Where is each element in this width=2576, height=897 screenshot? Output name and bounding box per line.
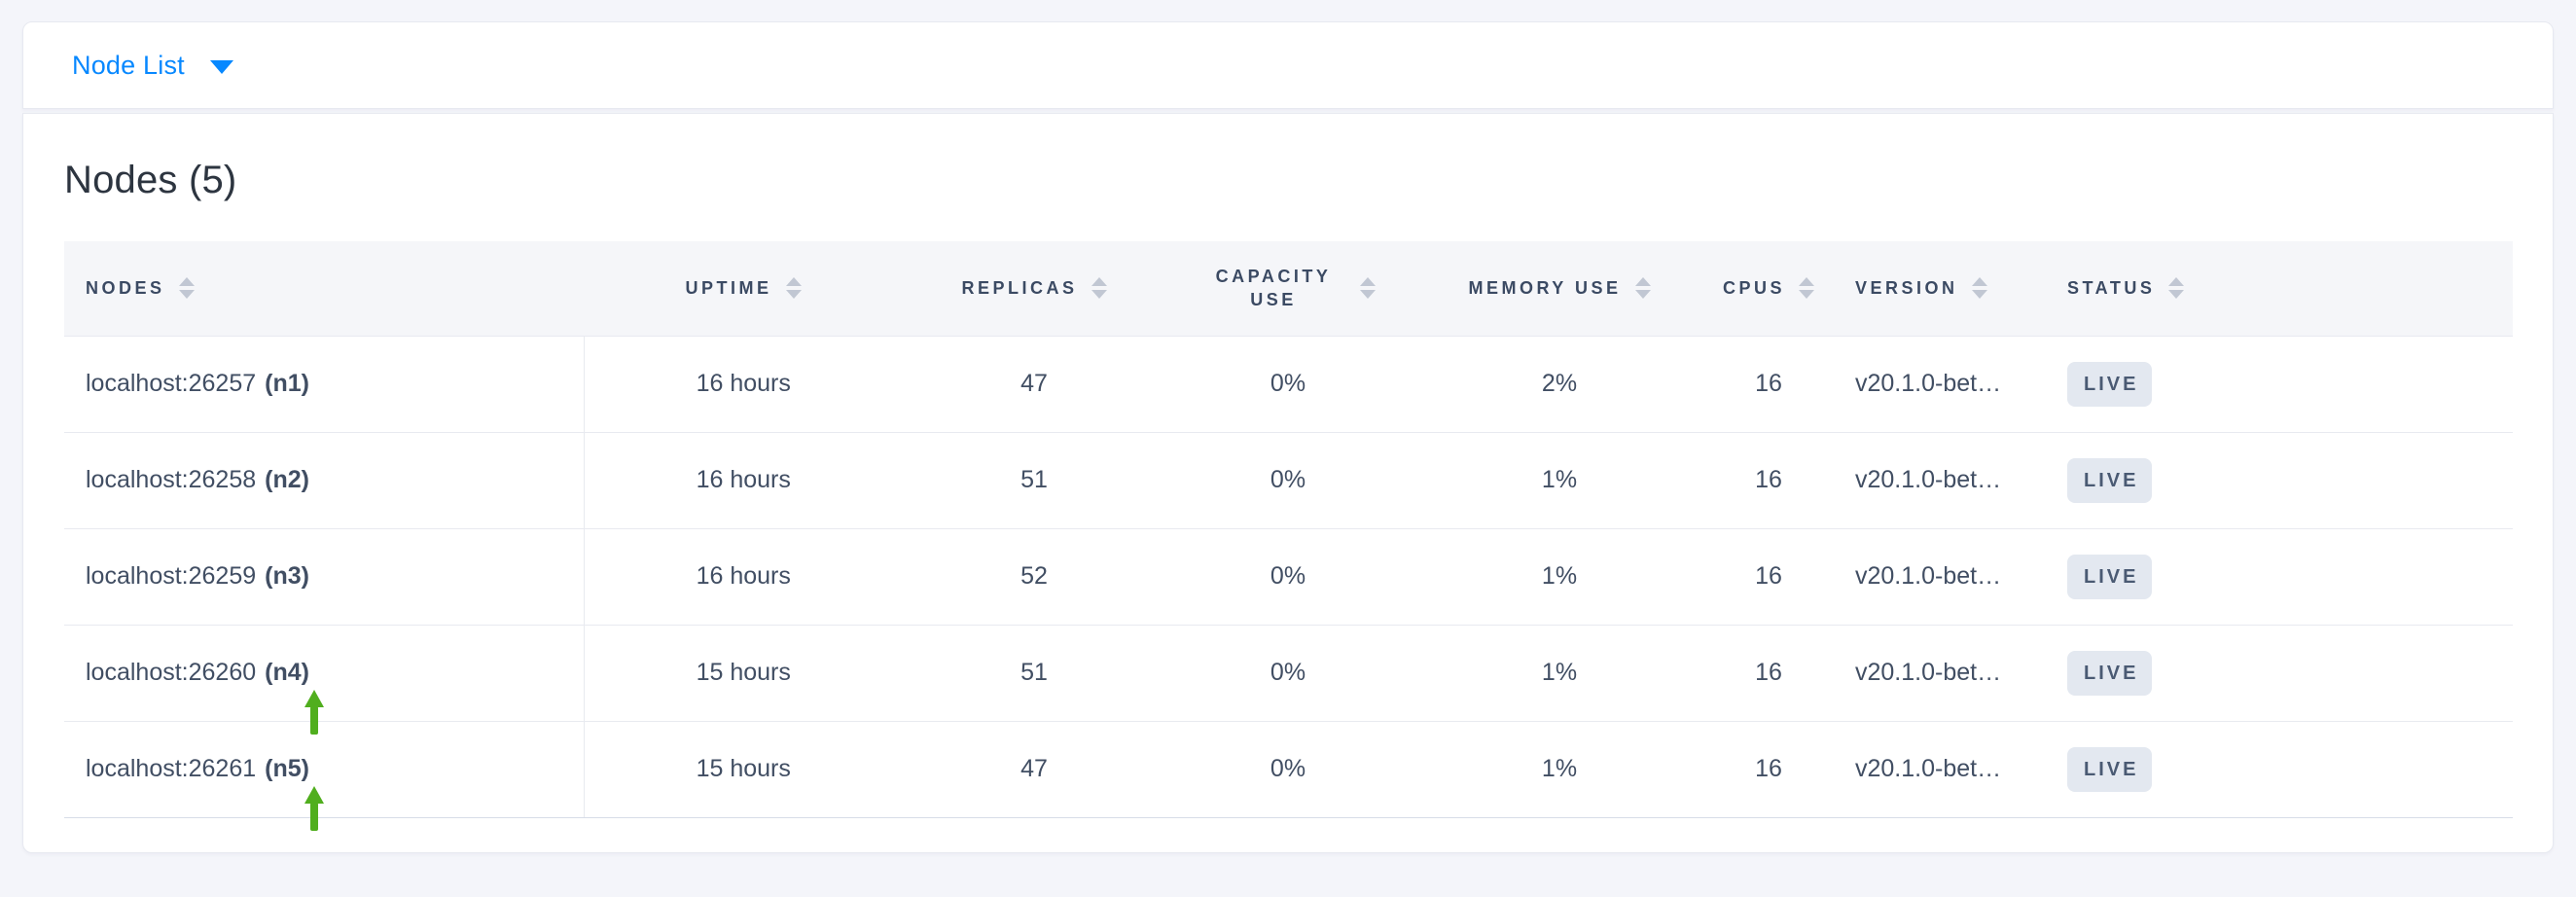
capacity-use-cell: 0% (1165, 720, 1411, 818)
page-title: Nodes (5) (64, 159, 237, 201)
node-id: (n3) (265, 562, 309, 590)
capacity-use-cell: 0% (1165, 624, 1411, 721)
table-row[interactable]: localhost:26260 (n4) 15 hours 51 0% 1% 1… (64, 624, 2513, 735)
view-dropdown-label: Node List (72, 50, 185, 80)
memory-use-cell: 1% (1411, 527, 1708, 625)
version-cell: v20.1.0-bet… (1829, 624, 2046, 721)
capacity-use-cell: 0% (1165, 527, 1411, 625)
sort-icon (1360, 277, 1376, 300)
column-header-version[interactable]: VERSION (1829, 241, 2046, 336)
node-id: (n2) (265, 466, 309, 493)
capacity-use-cell: 0% (1165, 431, 1411, 528)
cpus-cell: 16 (1708, 335, 1829, 432)
view-dropdown[interactable]: Node List (72, 51, 233, 81)
node-id: (n4) (265, 659, 309, 686)
green-up-arrow-icon (304, 689, 324, 735)
column-header-uptime[interactable]: UPTIME (584, 241, 903, 336)
caret-down-icon (209, 59, 233, 74)
cpus-cell: 16 (1708, 527, 1829, 625)
sort-icon (1634, 277, 1651, 300)
cpus-cell: 16 (1708, 624, 1829, 721)
nodes-table: NODES UPTIME REPLICAS CAPACITY USE MEMOR… (64, 241, 2513, 831)
replicas-cell: 51 (903, 431, 1165, 528)
uptime-cell: 15 hours (584, 624, 903, 721)
table-header-row: NODES UPTIME REPLICAS CAPACITY USE MEMOR… (64, 241, 2513, 336)
node-address: localhost:26260 (86, 659, 257, 686)
cpus-cell: 16 (1708, 431, 1829, 528)
view-selector-bar: Node List (22, 21, 2554, 109)
replicas-cell: 47 (903, 720, 1165, 818)
status-badge: LIVE (2067, 650, 2153, 696)
version-cell: v20.1.0-bet… (1829, 335, 2046, 432)
node-address: localhost:26257 (86, 370, 257, 397)
uptime-cell: 16 hours (584, 335, 903, 432)
column-header-status[interactable]: STATUS (2046, 241, 2513, 336)
status-badge: LIVE (2067, 746, 2153, 792)
green-up-arrow-icon (304, 785, 324, 831)
column-header-replicas[interactable]: REPLICAS (903, 241, 1165, 336)
column-header-capacity-use[interactable]: CAPACITY USE (1165, 241, 1411, 336)
sort-icon (1091, 277, 1107, 300)
status-badge: LIVE (2067, 554, 2153, 599)
uptime-cell: 15 hours (584, 720, 903, 818)
nodes-panel: Nodes (5) NODES UPTIME REPLICAS CAPACITY… (22, 113, 2554, 853)
column-header-cpus[interactable]: CPUS (1708, 241, 1829, 336)
version-cell: v20.1.0-bet… (1829, 527, 2046, 625)
column-header-nodes[interactable]: NODES (64, 241, 584, 336)
capacity-use-cell: 0% (1165, 335, 1411, 432)
sort-icon (1971, 277, 1987, 300)
node-id: (n1) (265, 370, 309, 397)
column-header-memory-use[interactable]: MEMORY USE (1411, 241, 1708, 336)
memory-use-cell: 2% (1411, 335, 1708, 432)
table-row[interactable]: localhost:26261 (n5) 15 hours 47 0% 1% 1… (64, 720, 2513, 831)
node-id: (n5) (265, 755, 309, 782)
node-address: localhost:26261 (86, 755, 257, 782)
status-badge: LIVE (2067, 361, 2153, 407)
sort-icon (178, 277, 195, 300)
table-row[interactable]: localhost:26259 (n3) 16 hours 52 0% 1% 1… (64, 527, 2513, 625)
version-cell: v20.1.0-bet… (1829, 720, 2046, 818)
sort-icon (1799, 277, 1814, 300)
sort-icon (2168, 277, 2185, 300)
node-address: localhost:26259 (86, 562, 257, 590)
cpus-cell: 16 (1708, 720, 1829, 818)
memory-use-cell: 1% (1411, 624, 1708, 721)
replicas-cell: 51 (903, 624, 1165, 721)
uptime-cell: 16 hours (584, 527, 903, 625)
sort-icon (785, 277, 802, 300)
table-row[interactable]: localhost:26258 (n2) 16 hours 51 0% 1% 1… (64, 431, 2513, 528)
replicas-cell: 47 (903, 335, 1165, 432)
uptime-cell: 16 hours (584, 431, 903, 528)
version-cell: v20.1.0-bet… (1829, 431, 2046, 528)
memory-use-cell: 1% (1411, 431, 1708, 528)
status-badge: LIVE (2067, 457, 2153, 503)
replicas-cell: 52 (903, 527, 1165, 625)
table-row[interactable]: localhost:26257 (n1) 16 hours 47 0% 2% 1… (64, 335, 2513, 432)
node-address: localhost:26258 (86, 466, 257, 493)
memory-use-cell: 1% (1411, 720, 1708, 818)
